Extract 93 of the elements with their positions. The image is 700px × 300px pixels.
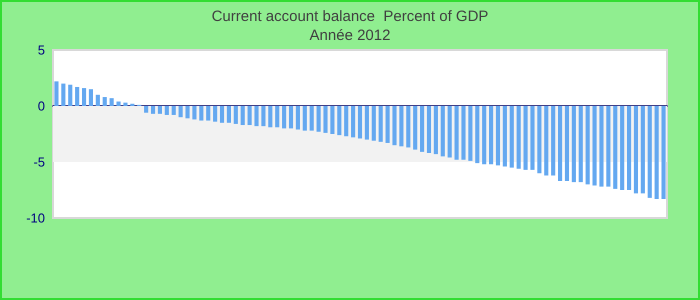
- bar: [337, 106, 342, 136]
- bar: [268, 106, 272, 128]
- bar: [378, 106, 383, 142]
- bar: [240, 106, 245, 126]
- bar: [88, 89, 94, 106]
- bar: [420, 106, 424, 152]
- bar: [516, 106, 521, 169]
- bar: [116, 102, 121, 106]
- bar: [164, 106, 169, 115]
- bar: [392, 106, 397, 146]
- bar: [54, 81, 59, 106]
- bar: [144, 106, 148, 113]
- bar: [406, 106, 410, 148]
- bar: [386, 106, 390, 143]
- bar: [468, 106, 472, 161]
- bar: [544, 106, 548, 176]
- bar: [288, 106, 294, 128]
- bar: [316, 106, 321, 132]
- bar: [185, 106, 190, 118]
- bar: [626, 106, 632, 190]
- bar: [613, 106, 618, 189]
- bar: [364, 106, 369, 140]
- bar: [399, 106, 404, 146]
- bar: [254, 106, 259, 126]
- bar: [586, 106, 590, 184]
- bar: [172, 106, 176, 115]
- bar: [199, 106, 204, 121]
- bar: [330, 106, 334, 134]
- bar: [640, 106, 645, 194]
- bar: [68, 84, 72, 106]
- bar: [572, 106, 576, 182]
- bar: [351, 106, 356, 138]
- bar: [261, 106, 266, 126]
- bar: [454, 106, 459, 160]
- bar: [213, 106, 218, 122]
- bar: [496, 106, 500, 166]
- bar: [96, 94, 100, 106]
- bar: [648, 106, 652, 198]
- bar: [448, 106, 452, 158]
- bar: [302, 106, 307, 131]
- bar: [358, 106, 362, 138]
- bar: [564, 106, 570, 182]
- chart-subtitle: Année 2012: [310, 27, 390, 44]
- bar: [110, 98, 114, 106]
- chart-title: Current account balance Percent of GDP: [212, 8, 488, 25]
- bar: [158, 106, 162, 114]
- bar: [323, 106, 328, 133]
- bar: [234, 106, 238, 124]
- bar: [123, 102, 128, 106]
- bar: [578, 106, 583, 182]
- bar: [482, 106, 486, 164]
- bar: [310, 106, 314, 131]
- bar: [461, 106, 466, 160]
- bar: [178, 106, 183, 118]
- bar: [434, 106, 438, 154]
- bar: [61, 84, 66, 106]
- bar: [530, 106, 535, 170]
- bar: [489, 106, 494, 164]
- bar: [344, 106, 348, 136]
- bar: [537, 106, 542, 174]
- bar: [661, 106, 666, 199]
- y-tick-label: 5: [38, 42, 45, 58]
- bar: [475, 106, 480, 164]
- bar: [440, 106, 445, 156]
- y-tick-label: -5: [33, 154, 45, 170]
- bar: [510, 106, 514, 168]
- bar: [606, 106, 610, 187]
- bar: [592, 106, 597, 186]
- bar: [558, 106, 562, 182]
- bar: [220, 106, 224, 123]
- bar: [634, 106, 638, 194]
- bar: [102, 97, 107, 106]
- bar: [296, 106, 300, 130]
- bar: [206, 106, 210, 121]
- bar: [654, 106, 659, 199]
- bar: [502, 106, 507, 166]
- bar: [551, 106, 556, 176]
- bar: [248, 106, 252, 126]
- bar: [226, 106, 231, 123]
- bar: [275, 106, 280, 128]
- bar: [620, 106, 624, 190]
- bar: [82, 88, 86, 106]
- y-tick-label: -10: [26, 210, 45, 226]
- y-tick-label: 0: [38, 98, 45, 114]
- bar: [426, 106, 432, 154]
- bar: [524, 106, 528, 170]
- bar: [150, 106, 156, 114]
- bar: [192, 106, 196, 120]
- bar: [372, 106, 376, 141]
- bar: [599, 106, 604, 187]
- bar: [75, 86, 80, 106]
- bar: [282, 106, 286, 128]
- bar: [413, 106, 418, 150]
